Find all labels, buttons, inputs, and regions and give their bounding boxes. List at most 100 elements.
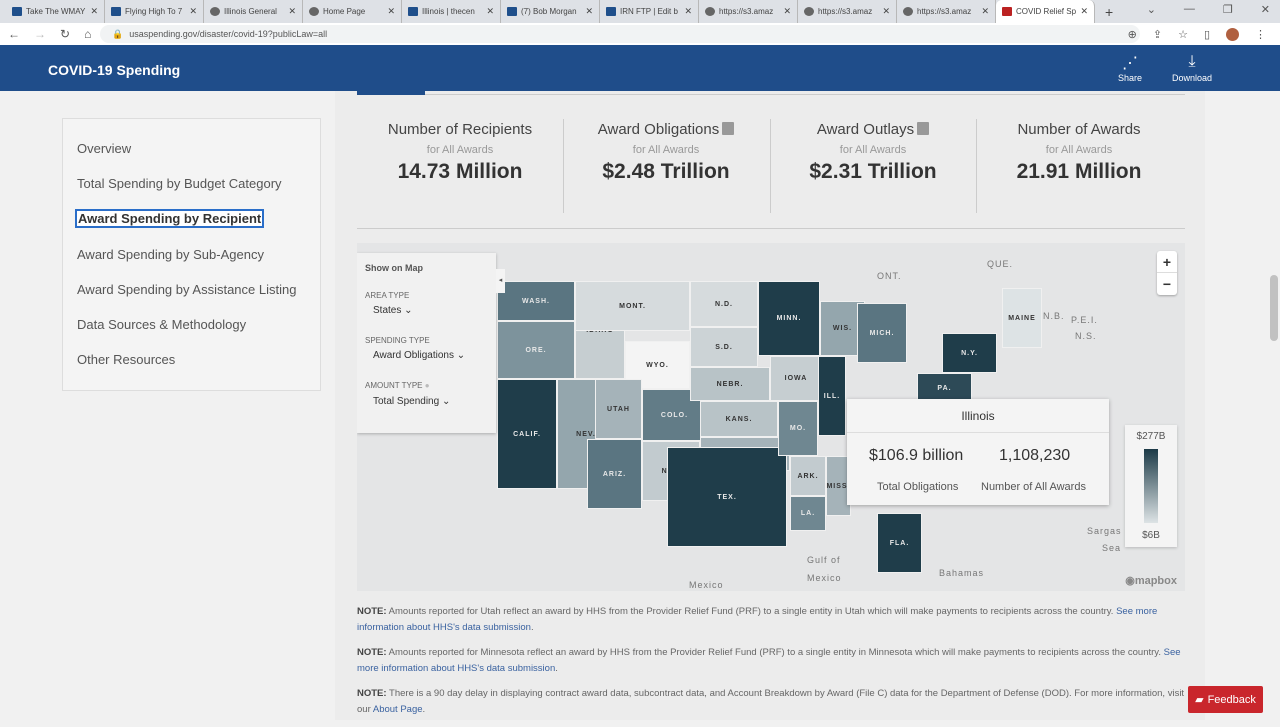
geo-label: Sea	[1102, 543, 1122, 553]
sidebar-item[interactable]: Award Spending by Assistance Listing	[77, 281, 297, 297]
map-state[interactable]: N.D.	[690, 281, 758, 327]
browser-tab[interactable]: Flying High To 7 ✕	[105, 0, 204, 23]
page-title: COVID-19 Spending	[48, 62, 181, 78]
stat-label: Number of Awards	[1017, 121, 1141, 138]
map-state[interactable]: MICH.	[857, 303, 907, 363]
map-state[interactable]: CALIF.	[497, 379, 557, 489]
avatar[interactable]	[1226, 27, 1239, 41]
home-icon[interactable]: ⌂	[84, 27, 92, 41]
map-state[interactable]: IOWA	[770, 356, 822, 401]
map-state[interactable]: FLA.	[877, 513, 922, 573]
forward-icon[interactable]: →	[34, 27, 46, 41]
collapse-panel-button[interactable]: ◂	[496, 269, 505, 293]
map-state[interactable]: WASH.	[497, 281, 575, 321]
map-state[interactable]: ORE.	[497, 321, 575, 379]
map-state[interactable]: N.Y.	[942, 333, 997, 373]
zoom-in-button[interactable]: +	[1157, 251, 1177, 273]
reload-icon[interactable]: ↻	[60, 27, 71, 41]
note-link[interactable]: See more information about HHS's data su…	[357, 647, 1181, 674]
sidebar-item[interactable]: Overview	[77, 141, 132, 156]
url-bar[interactable]: 🔒 usaspending.gov/disaster/covid-19?publ…	[100, 25, 1140, 43]
map-state[interactable]: MISS.	[826, 456, 851, 516]
map-state[interactable]: ILL.	[818, 356, 846, 436]
maximize-icon[interactable]: ❐	[1222, 4, 1233, 16]
map-state[interactable]: TEX.	[667, 447, 787, 547]
close-tab-icon[interactable]: ✕	[189, 6, 197, 16]
close-tab-icon[interactable]: ✕	[387, 6, 395, 16]
spending-map[interactable]: WASH.ORE.CALIF.IDAHONEV.MONT.WYO.UTAHCOL…	[357, 243, 1185, 591]
tab-underline	[357, 91, 1185, 95]
tab-title: COVID Relief Sp	[1016, 7, 1077, 16]
close-tab-icon[interactable]: ✕	[486, 6, 494, 16]
map-state[interactable]: NEBR.	[690, 367, 770, 401]
sidebar-item[interactable]: Data Sources & Methodology	[77, 317, 247, 332]
close-tab-icon[interactable]: ✕	[585, 6, 593, 16]
share-label: Share	[1118, 73, 1143, 83]
feedback-button[interactable]: ▰ Feedback	[1188, 686, 1263, 713]
share-page-icon[interactable]: ⇪	[1152, 28, 1163, 41]
share-button[interactable]: ⋰ Share	[1118, 53, 1142, 83]
browser-tab[interactable]: Take The WMAY ✕	[6, 0, 105, 23]
close-window-icon[interactable]: ✕	[1260, 4, 1270, 16]
spending-type-dropdown[interactable]: Award Obligations ⌄	[373, 350, 466, 361]
download-button[interactable]: ⤓ Download	[1172, 53, 1212, 83]
url-text: usaspending.gov/disaster/covid-19?public…	[129, 29, 328, 39]
back-icon[interactable]: ←	[8, 27, 20, 41]
menu-icon[interactable]: ⋮	[1255, 28, 1266, 41]
window-controls: ⌄ — ❐ ✕	[1147, 3, 1270, 16]
amount-type-dropdown[interactable]: Total Spending ⌄	[373, 396, 451, 407]
new-tab-button[interactable]: +	[1105, 3, 1114, 20]
map-state[interactable]: KANS.	[700, 401, 778, 437]
minimize-icon[interactable]: —	[1183, 3, 1195, 15]
browser-tab[interactable]: https://s3.amaz ✕	[798, 0, 897, 23]
sidebar-item[interactable]: Award Spending by Recipient	[74, 209, 265, 229]
close-tab-icon[interactable]: ✕	[1080, 6, 1088, 16]
note: NOTE: There is a 90 day delay in display…	[357, 686, 1187, 718]
scrollbar[interactable]	[1270, 275, 1278, 341]
tab-title: Take The WMAY	[26, 7, 86, 16]
close-tab-icon[interactable]: ✕	[783, 6, 791, 16]
map-state[interactable]: ARK.	[790, 456, 826, 496]
browser-tab[interactable]: IRN FTP | Edit b ✕	[600, 0, 699, 23]
map-state[interactable]: MINN.	[758, 281, 820, 356]
browser-tab[interactable]: Home Page ✕	[303, 0, 402, 23]
map-state[interactable]: MO.	[778, 401, 818, 456]
map-state[interactable]: UTAH	[595, 379, 642, 439]
browser-tab[interactable]: Illinois | thecen ✕	[402, 0, 501, 23]
notes: NOTE: Amounts reported for Utah reflect …	[357, 604, 1187, 727]
close-tab-icon[interactable]: ✕	[288, 6, 296, 16]
browser-tab[interactable]: Illinois General ✕	[204, 0, 303, 23]
stat-label: Number of Recipients	[387, 121, 533, 138]
map-state[interactable]: ARIZ.	[587, 439, 642, 509]
note-text: There is a 90 day delay in displaying co…	[357, 688, 1185, 715]
sidepanel-icon[interactable]: ▯	[1203, 28, 1210, 41]
note-link[interactable]: See more information about HHS's data su…	[357, 606, 1158, 633]
mapbox-logo[interactable]: ◉mapbox	[1125, 575, 1177, 587]
close-tab-icon[interactable]: ✕	[882, 6, 890, 16]
sidebar-item[interactable]: Total Spending by Budget Category	[77, 176, 282, 192]
map-state[interactable]: MONT.	[575, 281, 690, 331]
sidebar-item[interactable]: Other Resources	[77, 352, 176, 368]
browser-tab[interactable]: https://s3.amaz ✕	[897, 0, 996, 23]
bookmark-star-icon[interactable]: ☆	[1178, 28, 1188, 41]
zoom-icon[interactable]: ⊕	[1127, 28, 1137, 41]
close-tab-icon[interactable]: ✕	[981, 6, 989, 16]
panel-title: Show on Map	[365, 263, 423, 273]
info-icon[interactable]: ●	[424, 381, 430, 390]
note: NOTE: Amounts reported for Minnesota ref…	[357, 645, 1187, 677]
map-state[interactable]: S.D.	[690, 327, 758, 367]
browser-tab[interactable]: https://s3.amaz ✕	[699, 0, 798, 23]
glossary-icon[interactable]	[722, 122, 735, 135]
zoom-out-button[interactable]: −	[1162, 276, 1172, 292]
close-tab-icon[interactable]: ✕	[684, 6, 692, 16]
map-state[interactable]: MAINE	[1002, 288, 1042, 348]
close-tab-icon[interactable]: ✕	[90, 6, 98, 16]
map-state[interactable]: LA.	[790, 496, 826, 531]
sidebar-item[interactable]: Award Spending by Sub-Agency	[77, 246, 264, 262]
tab-search-icon[interactable]: ⌄	[1146, 4, 1156, 16]
area-type-dropdown[interactable]: States ⌄	[373, 305, 413, 316]
browser-tab[interactable]: COVID Relief Sp ✕	[996, 0, 1095, 23]
glossary-icon[interactable]	[917, 122, 930, 135]
browser-tab[interactable]: (7) Bob Morgan ✕	[501, 0, 600, 23]
note-link[interactable]: About Page	[372, 704, 423, 715]
